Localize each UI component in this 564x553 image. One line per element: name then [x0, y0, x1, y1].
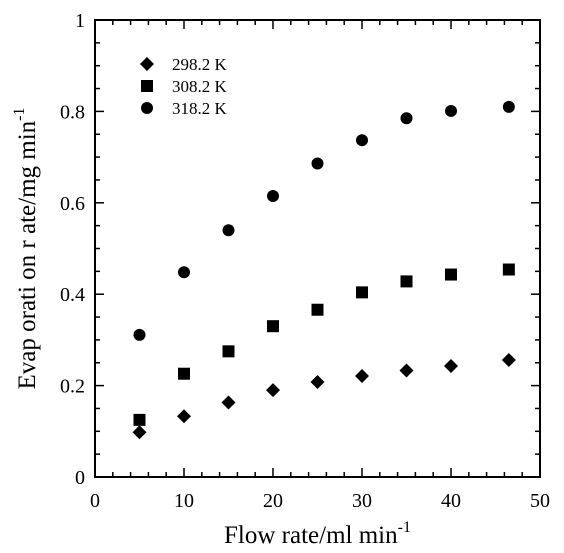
legend-label: 298.2 K — [172, 55, 228, 74]
square-data-point — [502, 263, 515, 276]
y-tick-label: 0 — [75, 467, 85, 489]
legend: 298.2 K 308.2 K 318.2 K — [140, 55, 228, 118]
diamond-data-point — [399, 363, 414, 378]
data-markers — [132, 100, 516, 440]
circle-data-point — [502, 100, 515, 113]
square-data-point — [267, 320, 279, 333]
circle-data-point — [267, 189, 279, 202]
square-data-point — [133, 413, 146, 426]
square-legend-marker — [141, 80, 153, 92]
circle-data-point — [133, 328, 146, 341]
square-data-point — [445, 268, 457, 281]
y-axis-title-superscript: -1 — [11, 107, 28, 120]
x-axis-title-text: Flow rate/ml min — [224, 522, 398, 549]
diamond-data-point — [444, 358, 458, 373]
x-tick-label: 20 — [263, 490, 283, 512]
circle-legend-marker — [141, 102, 153, 114]
x-axis-title: Flow rate/ml min-1 — [224, 519, 411, 549]
diamond-data-point — [355, 369, 369, 384]
diamond-data-point — [266, 383, 280, 398]
legend-label: 308.2 K — [172, 77, 228, 96]
x-tick-label: 40 — [441, 490, 461, 512]
x-tick-label: 50 — [530, 490, 550, 512]
y-tick-label: 1 — [75, 10, 85, 32]
circle-data-point — [311, 157, 324, 170]
y-tick-label: 0.2 — [60, 376, 85, 398]
circle-data-point — [400, 112, 413, 125]
circle-data-point — [356, 134, 368, 147]
square-data-point — [222, 345, 235, 358]
diamond-data-point — [310, 374, 325, 389]
y-tick-label: 0.8 — [60, 101, 85, 123]
y-axis-title: Evap orati on r ate/mg min-1 — [11, 107, 41, 389]
circle-data-point — [445, 104, 457, 117]
tick-labels: 0 10 20 30 40 50 0 0.2 0.4 0.6 0.8 1 — [60, 10, 550, 512]
axis-ticks — [94, 19, 541, 478]
circle-data-point — [178, 266, 190, 279]
square-data-point — [311, 303, 324, 316]
diamond-data-point — [132, 425, 147, 440]
legend-label: 318.2 K — [172, 99, 228, 118]
square-data-point — [178, 367, 190, 380]
y-tick-label: 0.6 — [60, 193, 85, 215]
y-axis-title-text: Evap orati on r ate/mg min — [14, 120, 41, 389]
square-data-point — [356, 286, 368, 299]
x-tick-label: 30 — [352, 490, 372, 512]
circle-data-point — [222, 224, 235, 237]
diamond-data-point — [177, 409, 191, 424]
diamond-legend-marker — [140, 57, 154, 71]
square-data-point — [400, 275, 413, 288]
x-axis-title-superscript: -1 — [398, 519, 411, 536]
plot-frame — [94, 19, 541, 478]
diamond-data-point — [501, 353, 516, 368]
x-tick-label: 0 — [90, 490, 100, 512]
diamond-data-point — [221, 395, 236, 410]
x-tick-label: 10 — [174, 490, 194, 512]
y-tick-label: 0.4 — [60, 284, 85, 306]
